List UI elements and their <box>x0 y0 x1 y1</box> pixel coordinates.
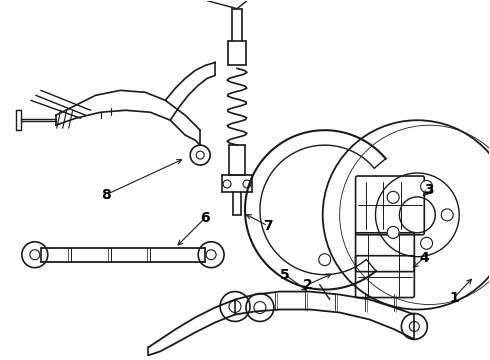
Text: 6: 6 <box>200 211 210 225</box>
Text: 3: 3 <box>424 183 434 197</box>
Circle shape <box>387 226 399 238</box>
Circle shape <box>420 237 433 249</box>
Circle shape <box>420 180 433 193</box>
Circle shape <box>441 209 453 221</box>
Text: 2: 2 <box>303 278 313 292</box>
Text: 8: 8 <box>100 188 110 202</box>
Text: 4: 4 <box>419 251 429 265</box>
Text: 1: 1 <box>449 291 459 305</box>
Text: 7: 7 <box>263 219 273 233</box>
Circle shape <box>387 191 399 203</box>
Text: 5: 5 <box>280 267 290 282</box>
